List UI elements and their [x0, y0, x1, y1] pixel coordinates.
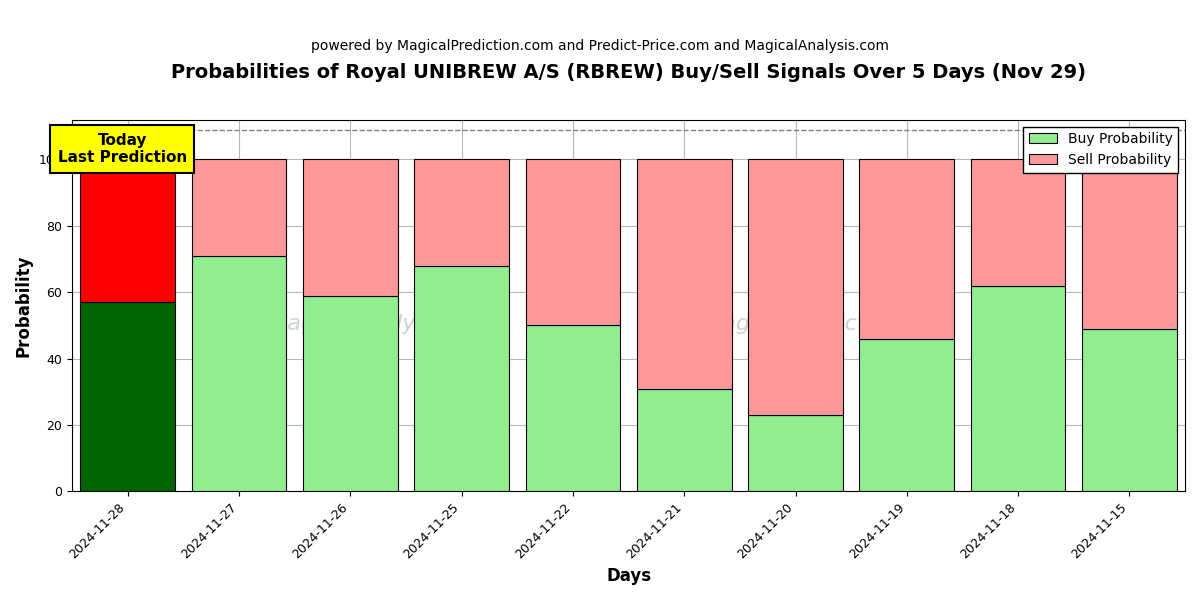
- Title: Probabilities of Royal UNIBREW A/S (RBREW) Buy/Sell Signals Over 5 Days (Nov 29): Probabilities of Royal UNIBREW A/S (RBRE…: [172, 63, 1086, 82]
- Bar: [80, 302, 175, 491]
- Bar: [526, 160, 620, 325]
- Bar: [192, 256, 287, 491]
- Y-axis label: Probability: Probability: [16, 254, 34, 357]
- Bar: [749, 415, 842, 491]
- Text: MagicalAnalysis.com: MagicalAnalysis.com: [268, 314, 499, 334]
- Text: powered by MagicalPrediction.com and Predict-Price.com and MagicalAnalysis.com: powered by MagicalPrediction.com and Pre…: [311, 39, 889, 53]
- Text: Today
Last Prediction: Today Last Prediction: [58, 133, 187, 166]
- Text: MagicalPrediction.com: MagicalPrediction.com: [703, 314, 954, 334]
- Bar: [637, 160, 732, 389]
- Bar: [971, 160, 1066, 286]
- Bar: [80, 160, 175, 302]
- Bar: [637, 389, 732, 491]
- Legend: Buy Probability, Sell Probability: Buy Probability, Sell Probability: [1024, 127, 1178, 173]
- Bar: [304, 296, 397, 491]
- Bar: [1082, 160, 1177, 329]
- X-axis label: Days: Days: [606, 567, 652, 585]
- Bar: [414, 266, 509, 491]
- Bar: [859, 160, 954, 339]
- Bar: [304, 160, 397, 296]
- Bar: [192, 160, 287, 256]
- Bar: [1082, 329, 1177, 491]
- Bar: [749, 160, 842, 415]
- Bar: [414, 160, 509, 266]
- Bar: [971, 286, 1066, 491]
- Bar: [859, 339, 954, 491]
- Bar: [526, 325, 620, 491]
